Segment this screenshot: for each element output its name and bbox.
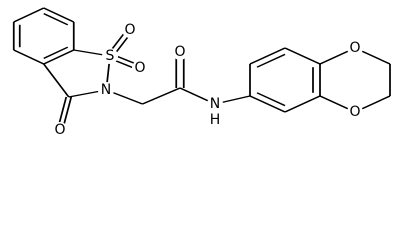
atom-label: O: [134, 60, 145, 76]
label-masks: [52, 22, 363, 138]
molecule: S O O N O O N H O O: [12, 7, 391, 138]
atom-label: N: [210, 96, 220, 112]
atom-label: H: [210, 112, 221, 128]
atom-label: O: [124, 22, 135, 38]
bonds: [12, 7, 391, 131]
atom-label: O: [349, 104, 360, 120]
atom-label: N: [101, 82, 111, 98]
atom-label: O: [349, 40, 360, 56]
atom-label: O: [174, 44, 185, 60]
atom-label: S: [106, 48, 115, 64]
atom-label: O: [54, 122, 65, 138]
